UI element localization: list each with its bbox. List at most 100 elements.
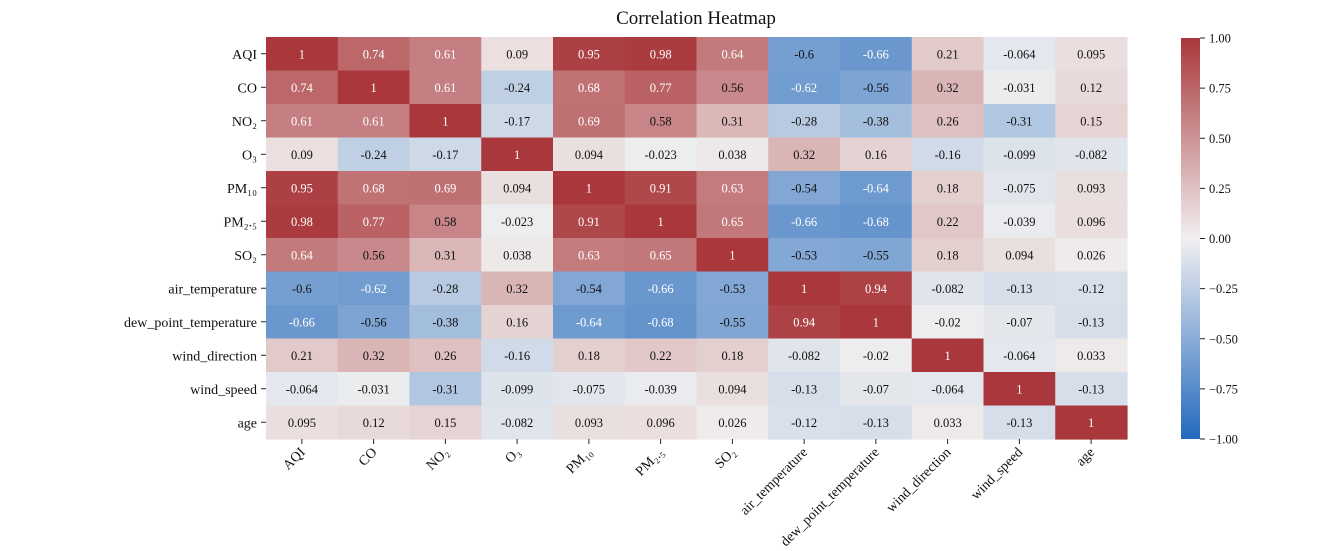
heatmap-cell <box>624 271 698 306</box>
cell-value-label: 0.95 <box>578 47 600 61</box>
row-label: wind_speed <box>190 383 257 398</box>
cell-value-label: -0.082 <box>931 282 963 296</box>
heatmap-cell <box>409 305 482 340</box>
cell-value-label: -0.64 <box>863 181 890 195</box>
heatmap-cell <box>840 104 913 139</box>
column-label: wind_speed <box>968 445 1026 503</box>
cell-value-label: -0.07 <box>863 382 889 396</box>
cell-value-label: -0.064 <box>1003 47 1036 61</box>
cell-value-label: 0.09 <box>506 47 528 61</box>
row-label: wind_direction <box>172 349 257 364</box>
heatmap-cell <box>553 271 626 306</box>
heatmap-cell <box>911 305 985 340</box>
cell-value-label: -0.075 <box>1003 181 1035 195</box>
heatmap-cell <box>840 70 913 105</box>
column-label: NO₂ <box>424 445 452 473</box>
cell-value-label: 0.095 <box>288 416 316 430</box>
heatmap-cell <box>840 238 913 273</box>
heatmap-cell <box>481 305 554 340</box>
cell-value-label: -0.31 <box>432 382 458 396</box>
heatmap-cells <box>266 37 1128 440</box>
heatmap-cell <box>983 238 1056 273</box>
cell-value-label: 1 <box>1016 382 1022 396</box>
cell-value-label: 0.61 <box>291 114 313 128</box>
heatmap-cell <box>983 338 1056 373</box>
cell-value-label: -0.13 <box>1006 416 1032 430</box>
heatmap-cell <box>911 104 985 139</box>
heatmap-cell <box>624 171 698 206</box>
cell-value-label: 0.95 <box>291 181 313 195</box>
chart-title: Correlation Heatmap <box>616 8 776 29</box>
heatmap-cell <box>553 305 626 340</box>
cell-value-label: -0.07 <box>1006 315 1032 329</box>
heatmap-cell <box>1055 104 1128 139</box>
heatmap-cell <box>624 137 698 172</box>
cell-value-label: 0.56 <box>363 248 385 262</box>
cell-value-label: -0.064 <box>286 382 319 396</box>
cell-value-label: -0.53 <box>719 282 745 296</box>
cell-value-label: 0.68 <box>578 81 600 95</box>
heatmap-cell <box>983 171 1056 206</box>
cell-value-label: 0.094 <box>718 382 747 396</box>
cell-value-label: -0.16 <box>935 148 961 162</box>
heatmap-cell <box>911 338 985 373</box>
cell-value-label: -0.55 <box>863 248 889 262</box>
heatmap-cell <box>911 405 985 440</box>
heatmap-cell <box>911 70 985 105</box>
cell-value-label: 1 <box>945 349 951 363</box>
cell-value-label: -0.075 <box>573 382 605 396</box>
heatmap-cell <box>553 372 626 407</box>
heatmap-cell <box>768 37 841 72</box>
cell-value-label: -0.56 <box>361 315 387 329</box>
heatmap-cell <box>983 405 1056 440</box>
heatmap-cell <box>911 137 985 172</box>
cell-value-label: 0.18 <box>937 181 959 195</box>
cell-value-label: 0.65 <box>650 248 672 262</box>
cell-value-label: -0.082 <box>1075 148 1107 162</box>
cell-value-label: 1 <box>873 315 879 329</box>
heatmap-cell <box>768 171 841 206</box>
heatmap-cell <box>481 37 554 72</box>
heatmap-cell <box>266 137 339 172</box>
cell-value-label: 0.093 <box>1077 181 1105 195</box>
cell-value-label: 0.61 <box>363 114 385 128</box>
heatmap-cell <box>696 171 769 206</box>
cell-value-label: 0.32 <box>363 349 385 363</box>
heatmap-cell <box>768 271 841 306</box>
heatmap-cell <box>553 238 626 273</box>
cell-value-label: 1 <box>371 81 377 95</box>
column-labels: AQI CO NO₂ O₃ PM₁₀ PM₂.₅ SO₂air_temperaturedew… <box>280 439 1098 550</box>
heatmap-cell <box>337 405 411 440</box>
heatmap-cell <box>983 305 1056 340</box>
cell-value-label: 0.94 <box>793 315 816 329</box>
cell-value-label: 1 <box>1088 416 1094 430</box>
heatmap-cell <box>553 171 626 206</box>
row-label: O₃ <box>242 148 257 163</box>
heatmap-cell <box>983 70 1056 105</box>
cell-value-label: -0.24 <box>361 148 388 162</box>
heatmap-cell <box>337 104 411 139</box>
cell-value-label: -0.38 <box>863 114 889 128</box>
heatmap-cell <box>1055 271 1128 306</box>
cell-value-label: -0.13 <box>1078 315 1104 329</box>
heatmap-cell <box>1055 137 1128 172</box>
heatmap-cell <box>481 238 554 273</box>
heatmap-cell <box>696 137 769 172</box>
cell-value-label: -0.02 <box>935 315 961 329</box>
cell-value-label: 0.56 <box>721 81 743 95</box>
heatmap-cell <box>481 204 554 239</box>
colorbar-gradient <box>1181 38 1200 439</box>
heatmap-cell <box>696 238 769 273</box>
heatmap-cell <box>266 104 339 139</box>
heatmap-cell <box>409 37 482 72</box>
cell-value-label: 0.98 <box>650 47 672 61</box>
colorbar-tick-label: −0.25 <box>1209 282 1238 296</box>
heatmap-cell <box>696 204 769 239</box>
heatmap-cell <box>624 104 698 139</box>
column-label: PM₂.₅ <box>633 445 667 479</box>
colorbar-tick-label: 0.50 <box>1209 132 1231 146</box>
cell-value-label: -0.082 <box>788 349 820 363</box>
cell-value-label: 0.77 <box>363 215 385 229</box>
cell-value-label: -0.68 <box>863 215 889 229</box>
